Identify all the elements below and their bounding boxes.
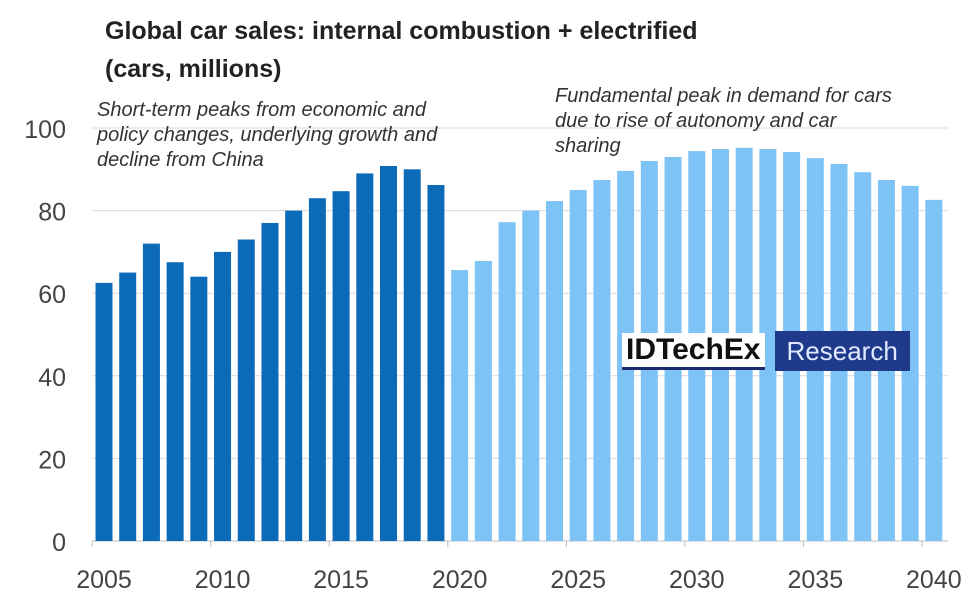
bar-2033 xyxy=(759,149,777,542)
bar-2023 xyxy=(522,210,540,541)
annotation-left: Short-term peaks from economic and polic… xyxy=(97,98,437,173)
annotation-line: decline from China xyxy=(97,149,264,171)
y-tick-label: 20 xyxy=(38,446,66,474)
x-tick-label: 2005 xyxy=(76,566,132,594)
x-tick-label: 2020 xyxy=(432,566,488,594)
title-text: Global car sales: internal combustion + … xyxy=(105,17,698,45)
bar-2005 xyxy=(95,282,113,541)
annotation-line: due to rise of autonomy and car xyxy=(555,110,837,132)
bar-2009 xyxy=(190,276,208,541)
annotation-line: Fundamental peak in demand for cars xyxy=(555,85,892,107)
x-tick-label: 2030 xyxy=(669,566,725,594)
annotation-right: Fundamental peak in demand for cars due … xyxy=(555,84,892,159)
bar-2019 xyxy=(427,184,445,541)
bar-2017 xyxy=(380,165,398,541)
bar-2039 xyxy=(901,185,919,541)
bar-2010 xyxy=(214,251,232,541)
bar-2021 xyxy=(474,260,492,541)
logo-name: IDTechEx xyxy=(622,332,765,370)
bar-2007 xyxy=(142,243,160,541)
bar-2006 xyxy=(119,272,137,541)
annotation-line: sharing xyxy=(555,135,621,157)
bar-2011 xyxy=(237,239,255,541)
y-tick-label: 0 xyxy=(52,529,66,557)
y-tick-label: 60 xyxy=(38,281,66,309)
bar-2026 xyxy=(593,180,611,541)
bar-2014 xyxy=(308,198,326,541)
logo-tag: Research xyxy=(774,331,910,371)
idtechex-logo: IDTechEx Research xyxy=(622,331,910,371)
bar-2020 xyxy=(451,270,469,541)
bar-2013 xyxy=(285,210,303,541)
bar-2008 xyxy=(166,262,184,541)
x-tick-label: 2025 xyxy=(550,566,606,594)
x-tick-label: 2040 xyxy=(906,566,962,594)
bar-2016 xyxy=(356,173,374,541)
subtitle-text: (cars, millions) xyxy=(105,55,282,83)
bar-2015 xyxy=(332,191,350,541)
x-tick-label: 2035 xyxy=(787,566,843,594)
annotation-line: Short-term peaks from economic and xyxy=(97,99,427,121)
bar-2025 xyxy=(569,189,587,541)
chart-title: Global car sales: internal combustion + … xyxy=(105,12,698,88)
x-tick-label: 2010 xyxy=(195,566,251,594)
x-tick-label: 2015 xyxy=(313,566,369,594)
bar-2022 xyxy=(498,222,516,541)
bar-2018 xyxy=(403,169,421,542)
bar-2024 xyxy=(545,201,563,541)
y-tick-label: 40 xyxy=(38,364,66,392)
y-tick-label: 100 xyxy=(24,116,66,144)
y-tick-label: 80 xyxy=(38,199,66,227)
bar-2040 xyxy=(925,199,943,541)
annotation-line: policy changes, underlying growth and xyxy=(97,124,438,146)
bar-2012 xyxy=(261,222,279,542)
